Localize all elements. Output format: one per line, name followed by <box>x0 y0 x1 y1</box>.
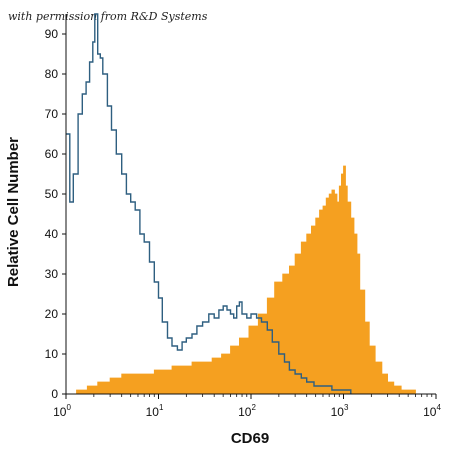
series-outline-histogram <box>66 13 352 394</box>
series-layer <box>66 13 416 395</box>
x-axis-title: CD69 <box>231 430 269 447</box>
x-tick-label: 103 <box>331 403 349 419</box>
x-tick-label: 101 <box>146 403 164 419</box>
y-tick-label: 10 <box>45 347 59 361</box>
y-tick-label: 40 <box>45 227 59 241</box>
series-filled-histogram <box>66 165 416 395</box>
y-tick-label: 80 <box>45 67 59 81</box>
x-tick-label: 104 <box>423 403 441 419</box>
y-tick-label: 30 <box>45 267 59 281</box>
y-tick-label: 50 <box>45 187 59 201</box>
watermark-text: with permission from R&D Systems <box>8 10 208 23</box>
y-tick-label: 90 <box>45 27 59 41</box>
y-tick-label: 0 <box>51 387 58 401</box>
x-tick-label: 102 <box>238 403 256 419</box>
y-axis-title: Relative Cell Number <box>5 137 22 287</box>
y-tick-label: 20 <box>45 307 59 321</box>
y-tick-label: 60 <box>45 147 59 161</box>
x-tick-label: 100 <box>53 403 71 419</box>
y-tick-label: 70 <box>45 107 59 121</box>
ticks-layer: 0 10 20 30 40 50 60 70 80 90 100 101 102 103 104 <box>45 27 442 419</box>
